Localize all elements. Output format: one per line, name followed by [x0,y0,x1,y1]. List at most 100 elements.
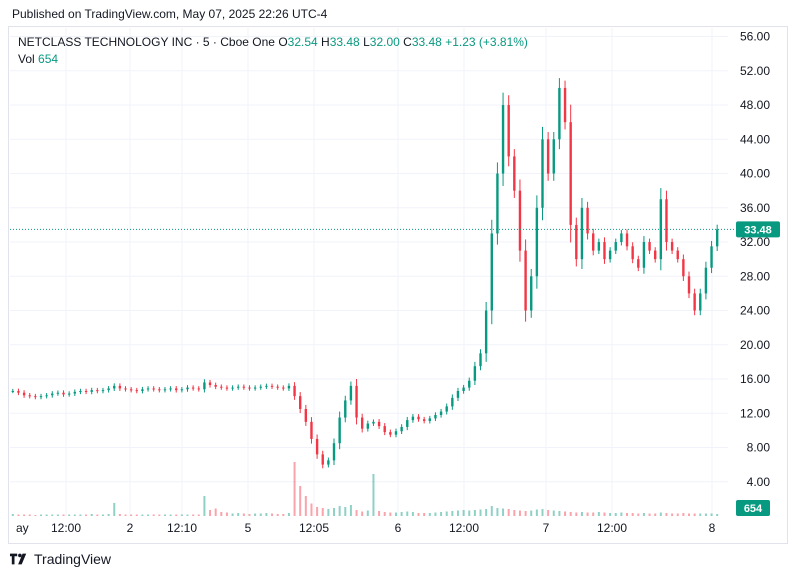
volume-bar [169,514,172,516]
volume-bar [96,514,99,516]
volume-tag-text: 654 [744,503,763,515]
last-price-tag: 33.48 [736,221,780,238]
candle-body [637,259,640,268]
x-tick-label: 7 [543,521,550,535]
candle-body [349,385,353,401]
candle-body [129,389,133,391]
volume-bar [17,514,20,516]
candle-body [287,385,291,389]
candle-body [665,199,668,243]
candle-body [180,389,184,391]
volume-bar [479,509,482,516]
candle-body [445,406,448,412]
volume-bar [564,511,567,516]
volume-bar [344,507,347,516]
candle-body [642,242,646,268]
open-value: 32.54 [287,35,318,49]
candle-body [298,396,302,409]
candle-body [563,87,567,123]
candle-body [451,397,454,407]
candle-body [693,293,696,311]
low-label: L [363,35,370,49]
volume-bar [276,514,279,516]
volume-bar [552,510,555,516]
candle-body [541,139,544,208]
candle-body [321,454,324,465]
candle-body [546,139,550,174]
candle-body [496,173,499,234]
volume-bar [349,505,352,516]
symbol-title: NETCLASS TECHNOLOGY INC · 5 · Cboe One [18,35,275,49]
volume-bar [547,510,550,516]
volume-bar [513,510,516,516]
volume-bar [158,514,161,516]
candle-body [107,388,110,391]
volume-bar [310,503,313,516]
candle-body [62,392,65,395]
candle-body [377,421,381,427]
candle-body [56,392,60,394]
candle-body [507,105,510,157]
volume-bar [580,512,583,516]
candle-body [118,385,122,389]
volume-bar [180,514,183,516]
volume-bar [34,515,37,516]
volume-bar [355,510,358,516]
volume-bar [485,509,488,516]
volume-bar [192,514,195,516]
volume-bar [28,514,31,516]
candle-body [253,387,257,389]
legend-ohlc-row: NETCLASS TECHNOLOGY INC · 5 · Cboe One O… [18,34,528,51]
candle-body [304,408,308,422]
tradingview-logo-icon [10,553,27,565]
volume-bar [699,513,702,516]
volume-bar [411,512,414,516]
volume-bar [231,513,234,516]
candle-body [310,421,313,439]
candle-body [473,366,477,381]
price-chart[interactable]: 56.0052.0048.0044.0040.0036.0032.0028.00… [8,26,788,544]
volume-bar [456,510,459,516]
candle-body [11,391,15,393]
volume-value: 654 [38,52,59,66]
volume-bar [631,513,634,516]
volume-bar [524,511,527,516]
candle-body [327,460,330,465]
candle-body [124,388,127,390]
candle-body [372,421,375,424]
candle-body [710,246,713,268]
volume-bar [659,512,662,516]
volume-bar [468,510,471,516]
volume-bar [175,514,178,516]
candle-body [282,387,285,389]
volume-bar [11,514,14,516]
candle-body [197,388,200,390]
candle-body [631,246,634,260]
y-tick-label: 52.00 [740,64,770,78]
candle-body [220,386,223,388]
candle-body [535,207,539,277]
last-price-tag-text: 33.48 [744,224,772,236]
last-price-tag-bg [736,221,780,238]
candle-body [51,393,54,396]
candle-body [620,233,623,243]
volume-bar [372,474,375,516]
candle-body [315,438,319,455]
volume-bar [688,513,691,516]
candle-body [191,387,195,389]
candle-body [141,389,144,392]
footer-brand[interactable]: TradingView [10,551,111,567]
candle-body [90,390,93,392]
candle-body [625,233,629,247]
volume-bar [197,514,200,516]
x-tick-label: 8 [709,521,716,535]
candle-body [175,388,178,391]
volume-bar [586,512,589,516]
candle-body [592,233,595,251]
candle-body [146,388,150,390]
candle-body [586,207,589,234]
volume-bar [417,513,420,516]
volume-bar [682,513,685,516]
candle-body [468,380,471,388]
candle-body [699,293,702,311]
